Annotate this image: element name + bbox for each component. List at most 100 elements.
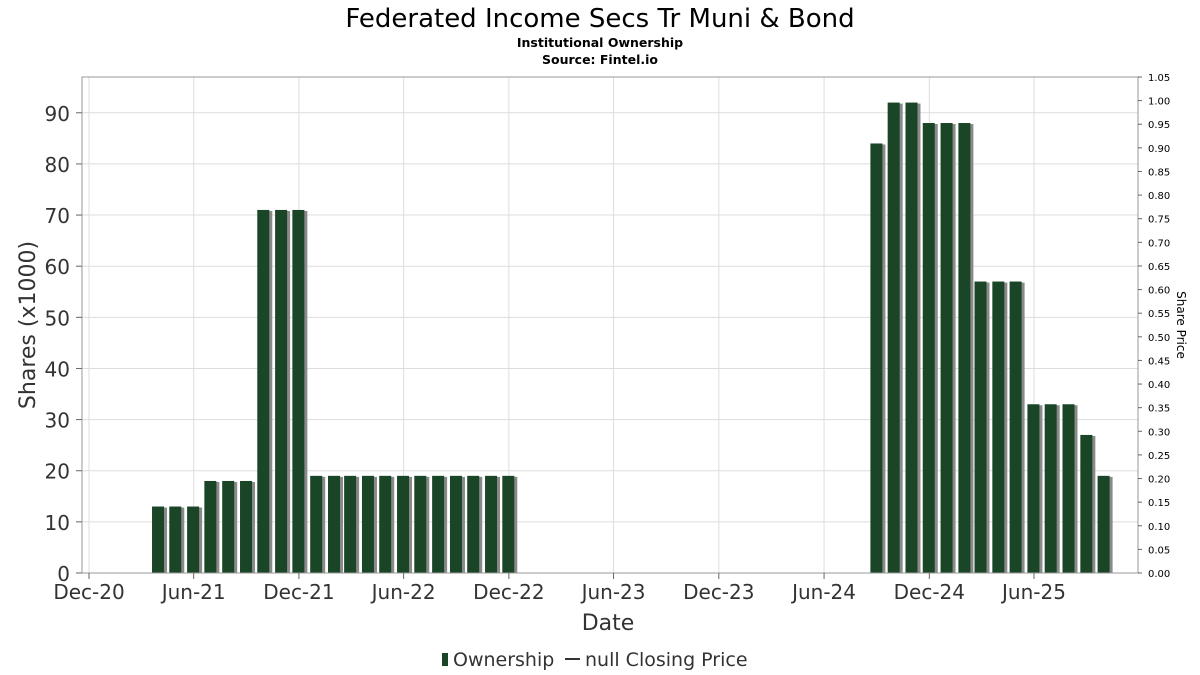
ownership-bar: [292, 209, 308, 573]
ownership-bar: [414, 475, 430, 573]
y2-tick-label: 0.35: [1148, 404, 1170, 415]
y2-tick-label: 0.30: [1148, 427, 1170, 438]
bar-fill: [414, 475, 427, 573]
ownership-bar: [328, 475, 344, 573]
ownership-bar: [379, 475, 395, 573]
ownership-bar: [275, 209, 291, 573]
y2-tick-label: 0.00: [1148, 569, 1170, 580]
y2-tick-label: 0.50: [1148, 333, 1170, 344]
x-tick-label: Dec-20: [53, 580, 124, 604]
bar-fill: [958, 123, 971, 573]
bar-fill: [222, 480, 235, 573]
y2-axis-label: Share Price: [1174, 291, 1188, 359]
bar-fill: [1097, 475, 1110, 573]
ownership-bar: [1097, 475, 1113, 573]
ownership-bar: [467, 475, 483, 573]
ownership-bar: [240, 480, 256, 573]
bar-fill: [940, 123, 953, 573]
y-tick-label: 70: [45, 204, 70, 228]
x-tick-label: Jun-24: [790, 580, 856, 604]
ownership-bar: [502, 475, 518, 573]
y2-tick-label: 1.00: [1148, 97, 1170, 108]
ownership-bar: [449, 475, 465, 573]
ownership-bar: [397, 475, 413, 573]
y2-tick-label: 0.75: [1148, 215, 1170, 226]
bar-fill: [922, 123, 935, 573]
ownership-bar: [974, 281, 990, 573]
plot-frame: [81, 76, 1139, 574]
bar-fill: [292, 209, 305, 573]
bars-group: [152, 102, 1113, 573]
x-axis-label: Date: [582, 611, 635, 636]
legend-ownership-label: Ownership: [453, 649, 554, 671]
bar-fill: [432, 475, 445, 573]
bar-fill: [257, 209, 270, 573]
bar-fill: [974, 281, 987, 573]
y2-tick-label: 0.65: [1148, 262, 1170, 273]
bar-fill: [992, 281, 1005, 573]
chart-source: Source: Fintel.io: [542, 52, 658, 67]
y-tick-label: 90: [45, 102, 70, 126]
ownership-bar: [870, 143, 886, 573]
bar-fill: [1027, 404, 1040, 573]
y-tick-label: 10: [45, 511, 70, 535]
y-tick-label: 50: [45, 306, 70, 330]
y2-tick-label: 0.10: [1148, 522, 1170, 533]
ownership-bar: [1027, 404, 1043, 573]
y2-tick-label: 0.95: [1148, 120, 1170, 131]
bar-fill: [187, 506, 200, 573]
ownership-bar: [958, 123, 974, 573]
y2-tick-label: 0.25: [1148, 451, 1170, 462]
ownership-bar: [992, 281, 1008, 573]
y-tick-label: 30: [45, 409, 70, 433]
y2-tick-label: 0.40: [1148, 380, 1170, 391]
ownership-bar: [344, 475, 360, 573]
ownership-bar: [361, 475, 377, 573]
ownership-bar: [887, 102, 903, 573]
bar-fill: [1044, 404, 1057, 573]
chart-subtitle: Institutional Ownership: [517, 35, 683, 50]
bar-fill: [310, 475, 323, 573]
bar-fill: [870, 143, 883, 573]
y2-tick-label: 0.05: [1148, 545, 1170, 556]
y2-tick-label: 1.05: [1148, 73, 1170, 84]
bar-fill: [204, 480, 217, 573]
y2-tick-label: 0.85: [1148, 167, 1170, 178]
y2-tick-label: 0.55: [1148, 309, 1170, 320]
ownership-bar: [169, 506, 185, 573]
y-tick-label: 40: [45, 357, 70, 381]
bar-fill: [1080, 434, 1093, 573]
ownership-bar: [187, 506, 203, 573]
ownership-bar: [1044, 404, 1060, 573]
bar-fill: [361, 475, 374, 573]
ownership-bar: [432, 475, 448, 573]
y-axis-label: Shares (x1000): [16, 241, 41, 409]
bar-fill: [1062, 404, 1075, 573]
x-tick-label: Dec-22: [473, 580, 544, 604]
y-axis-right: 0.00 0.05 0.10 0.15 0.20 0.25 0.30 0.35 0.40 0.45…: [1138, 73, 1170, 580]
ownership-bar: [310, 475, 326, 573]
ownership-bar: [152, 506, 168, 573]
ownership-bar: [1062, 404, 1078, 573]
x-tick-label: Jun-23: [580, 580, 646, 604]
bar-fill: [887, 102, 900, 573]
x-tick-label: Jun-25: [1000, 580, 1066, 604]
bar-fill: [485, 475, 498, 573]
y-axis-left: 0 10 20 30 40 50 60 70 80 90: [45, 102, 82, 586]
bar-fill: [467, 475, 480, 573]
x-tick-label: Dec-23: [683, 580, 754, 604]
ownership-bar: [222, 480, 238, 573]
x-tick-label: Dec-21: [263, 580, 334, 604]
bar-fill: [344, 475, 357, 573]
bar-fill: [1009, 281, 1022, 573]
y2-tick-label: 0.90: [1148, 144, 1170, 155]
y2-tick-label: 0.45: [1148, 356, 1170, 367]
bar-fill: [240, 480, 253, 573]
y-tick-label: 20: [45, 460, 70, 484]
y-tick-label: 80: [45, 153, 70, 177]
ownership-bar: [922, 123, 938, 573]
ownership-bar: [1080, 434, 1096, 573]
chart-title: Federated Income Secs Tr Muni & Bond: [345, 4, 854, 34]
y2-tick-label: 0.80: [1148, 191, 1170, 202]
